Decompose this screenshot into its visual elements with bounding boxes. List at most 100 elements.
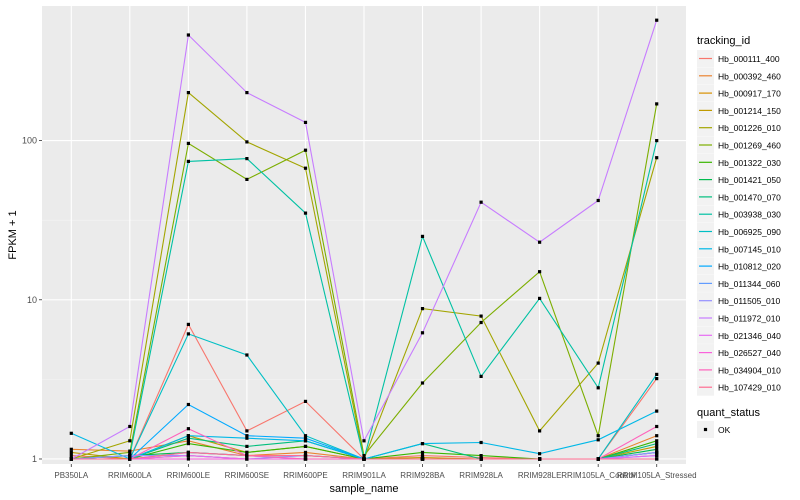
- shape-legend-item: OK: [697, 421, 731, 438]
- data-point: [655, 454, 659, 458]
- legend-label: Hb_007145_010: [718, 244, 781, 254]
- data-point: [186, 436, 190, 440]
- x-tick-label: RRIM600LE: [167, 471, 211, 480]
- data-point: [538, 296, 542, 300]
- data-point: [655, 442, 659, 446]
- data-point: [362, 454, 366, 458]
- data-point: [186, 91, 190, 95]
- data-point: [69, 447, 73, 451]
- data-point: [479, 200, 483, 204]
- data-point: [245, 434, 249, 438]
- legend-label: Hb_000917_170: [718, 89, 781, 99]
- legend-label: Hb_011505_010: [718, 296, 781, 306]
- legend-label: Hb_107429_010: [718, 383, 781, 393]
- data-point: [655, 439, 659, 443]
- data-point: [186, 454, 190, 458]
- legend-item: Hb_026527_040: [697, 344, 781, 362]
- data-point: [655, 102, 659, 106]
- legend-items: Hb_000111_400 Hb_000392_460 Hb_000917_170 H…: [697, 50, 781, 396]
- legend-item: Hb_001226_010: [697, 119, 781, 137]
- data-point: [245, 157, 249, 161]
- x-tick-label: RRIM928LE: [518, 471, 562, 480]
- data-point: [479, 457, 483, 461]
- legend-item: Hb_000111_400: [697, 50, 780, 67]
- data-point: [420, 457, 425, 461]
- data-point: [245, 177, 249, 181]
- data-point: [186, 450, 190, 454]
- data-point: [596, 198, 600, 203]
- data-point: [420, 450, 425, 454]
- data-point: [186, 442, 190, 446]
- y-tick-label: 1: [32, 454, 37, 464]
- x-tick-label: RRIM928LA: [459, 471, 503, 480]
- legend-item: Hb_001470_070: [697, 188, 781, 206]
- legend-item: Hb_011505_010: [697, 292, 781, 310]
- data-point: [655, 377, 659, 381]
- legend-label: Hb_026527_040: [718, 348, 781, 358]
- legend: tracking_id Hb_000111_400Hb_000392_460Hb…: [697, 35, 781, 438]
- data-point: [303, 166, 308, 170]
- data-point: [479, 374, 483, 378]
- legend-label: Hb_001226_010: [718, 123, 781, 133]
- data-point: [303, 454, 308, 458]
- data-point: [420, 442, 425, 446]
- legend-item: Hb_003938_030: [697, 205, 781, 223]
- legend-label: Hb_003938_030: [718, 210, 781, 220]
- x-tick-label: RRIM600LA: [108, 471, 152, 480]
- shape-legend-title: quant_status: [697, 407, 760, 419]
- data-point: [596, 438, 600, 442]
- data-point: [655, 457, 659, 461]
- legend-item: Hb_007145_010: [697, 240, 781, 258]
- x-tick-label: RRIM105LA_Stressed: [617, 471, 697, 480]
- x-tick-label: RRIM105LA_Control: [561, 471, 635, 480]
- legend-item: Hb_001322_030: [697, 153, 781, 171]
- legend-label: Hb_001470_070: [718, 192, 781, 202]
- data-point: [655, 444, 659, 448]
- x-tick-label: PB350LA: [54, 471, 88, 480]
- legend-label: Hb_000392_460: [718, 71, 781, 81]
- data-point: [245, 429, 249, 433]
- data-points: [69, 18, 659, 461]
- data-point: [420, 234, 425, 238]
- data-point: [420, 307, 425, 311]
- data-point: [303, 439, 308, 443]
- legend-item: Hb_011972_010: [697, 309, 781, 327]
- data-point: [362, 457, 366, 461]
- data-point: [655, 450, 659, 454]
- data-point: [479, 314, 483, 318]
- data-point: [128, 454, 132, 458]
- shape-legend-label: OK: [718, 425, 731, 435]
- data-point: [128, 424, 132, 429]
- data-point: [596, 434, 600, 438]
- legend-item: Hb_000392_460: [697, 67, 781, 85]
- x-tick-label: RRIM600PE: [283, 471, 327, 480]
- data-point: [186, 457, 190, 461]
- data-point: [655, 447, 659, 451]
- legend-label: Hb_021346_040: [718, 331, 781, 341]
- x-tick-label: RRIM600SE: [225, 471, 269, 480]
- data-point: [655, 409, 659, 413]
- data-point: [655, 424, 659, 429]
- data-point: [245, 140, 249, 144]
- data-point: [655, 372, 659, 376]
- data-point: [538, 457, 542, 461]
- data-point: [420, 454, 425, 458]
- data-point: [245, 454, 249, 458]
- data-point: [538, 429, 542, 433]
- data-point: [69, 454, 73, 458]
- data-point: [655, 156, 659, 160]
- data-point: [69, 457, 73, 461]
- data-point: [186, 33, 190, 37]
- data-point: [69, 450, 73, 454]
- legend-label: Hb_001214_150: [718, 106, 781, 116]
- legend-label: Hb_034904_010: [718, 365, 781, 375]
- x-tick-label: RRIM928BA: [400, 471, 445, 480]
- data-point: [303, 457, 308, 461]
- data-point: [128, 457, 132, 461]
- data-point: [538, 240, 542, 244]
- data-point: [186, 141, 190, 145]
- data-point: [655, 18, 659, 22]
- data-point: [303, 450, 308, 454]
- data-point: [128, 439, 132, 443]
